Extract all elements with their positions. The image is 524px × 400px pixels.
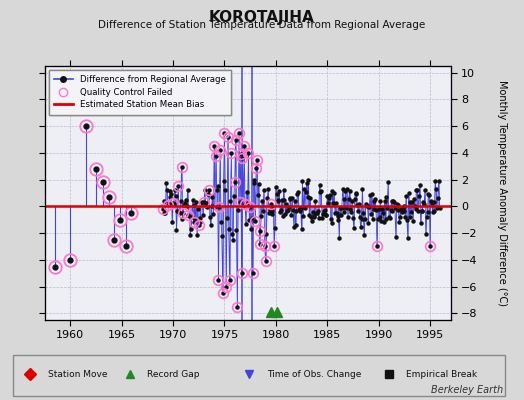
Text: Berkeley Earth: Berkeley Earth	[431, 385, 503, 395]
Y-axis label: Monthly Temperature Anomaly Difference (°C): Monthly Temperature Anomaly Difference (…	[497, 80, 507, 306]
Text: KOROTAJIHA: KOROTAJIHA	[209, 10, 315, 25]
Text: Record Gap: Record Gap	[147, 370, 200, 378]
Text: Empirical Break: Empirical Break	[406, 370, 477, 378]
Legend: Difference from Regional Average, Quality Control Failed, Estimated Station Mean: Difference from Regional Average, Qualit…	[49, 70, 231, 114]
Text: Difference of Station Temperature Data from Regional Average: Difference of Station Temperature Data f…	[99, 20, 425, 30]
Text: Station Move: Station Move	[48, 370, 107, 378]
Text: Time of Obs. Change: Time of Obs. Change	[267, 370, 361, 378]
